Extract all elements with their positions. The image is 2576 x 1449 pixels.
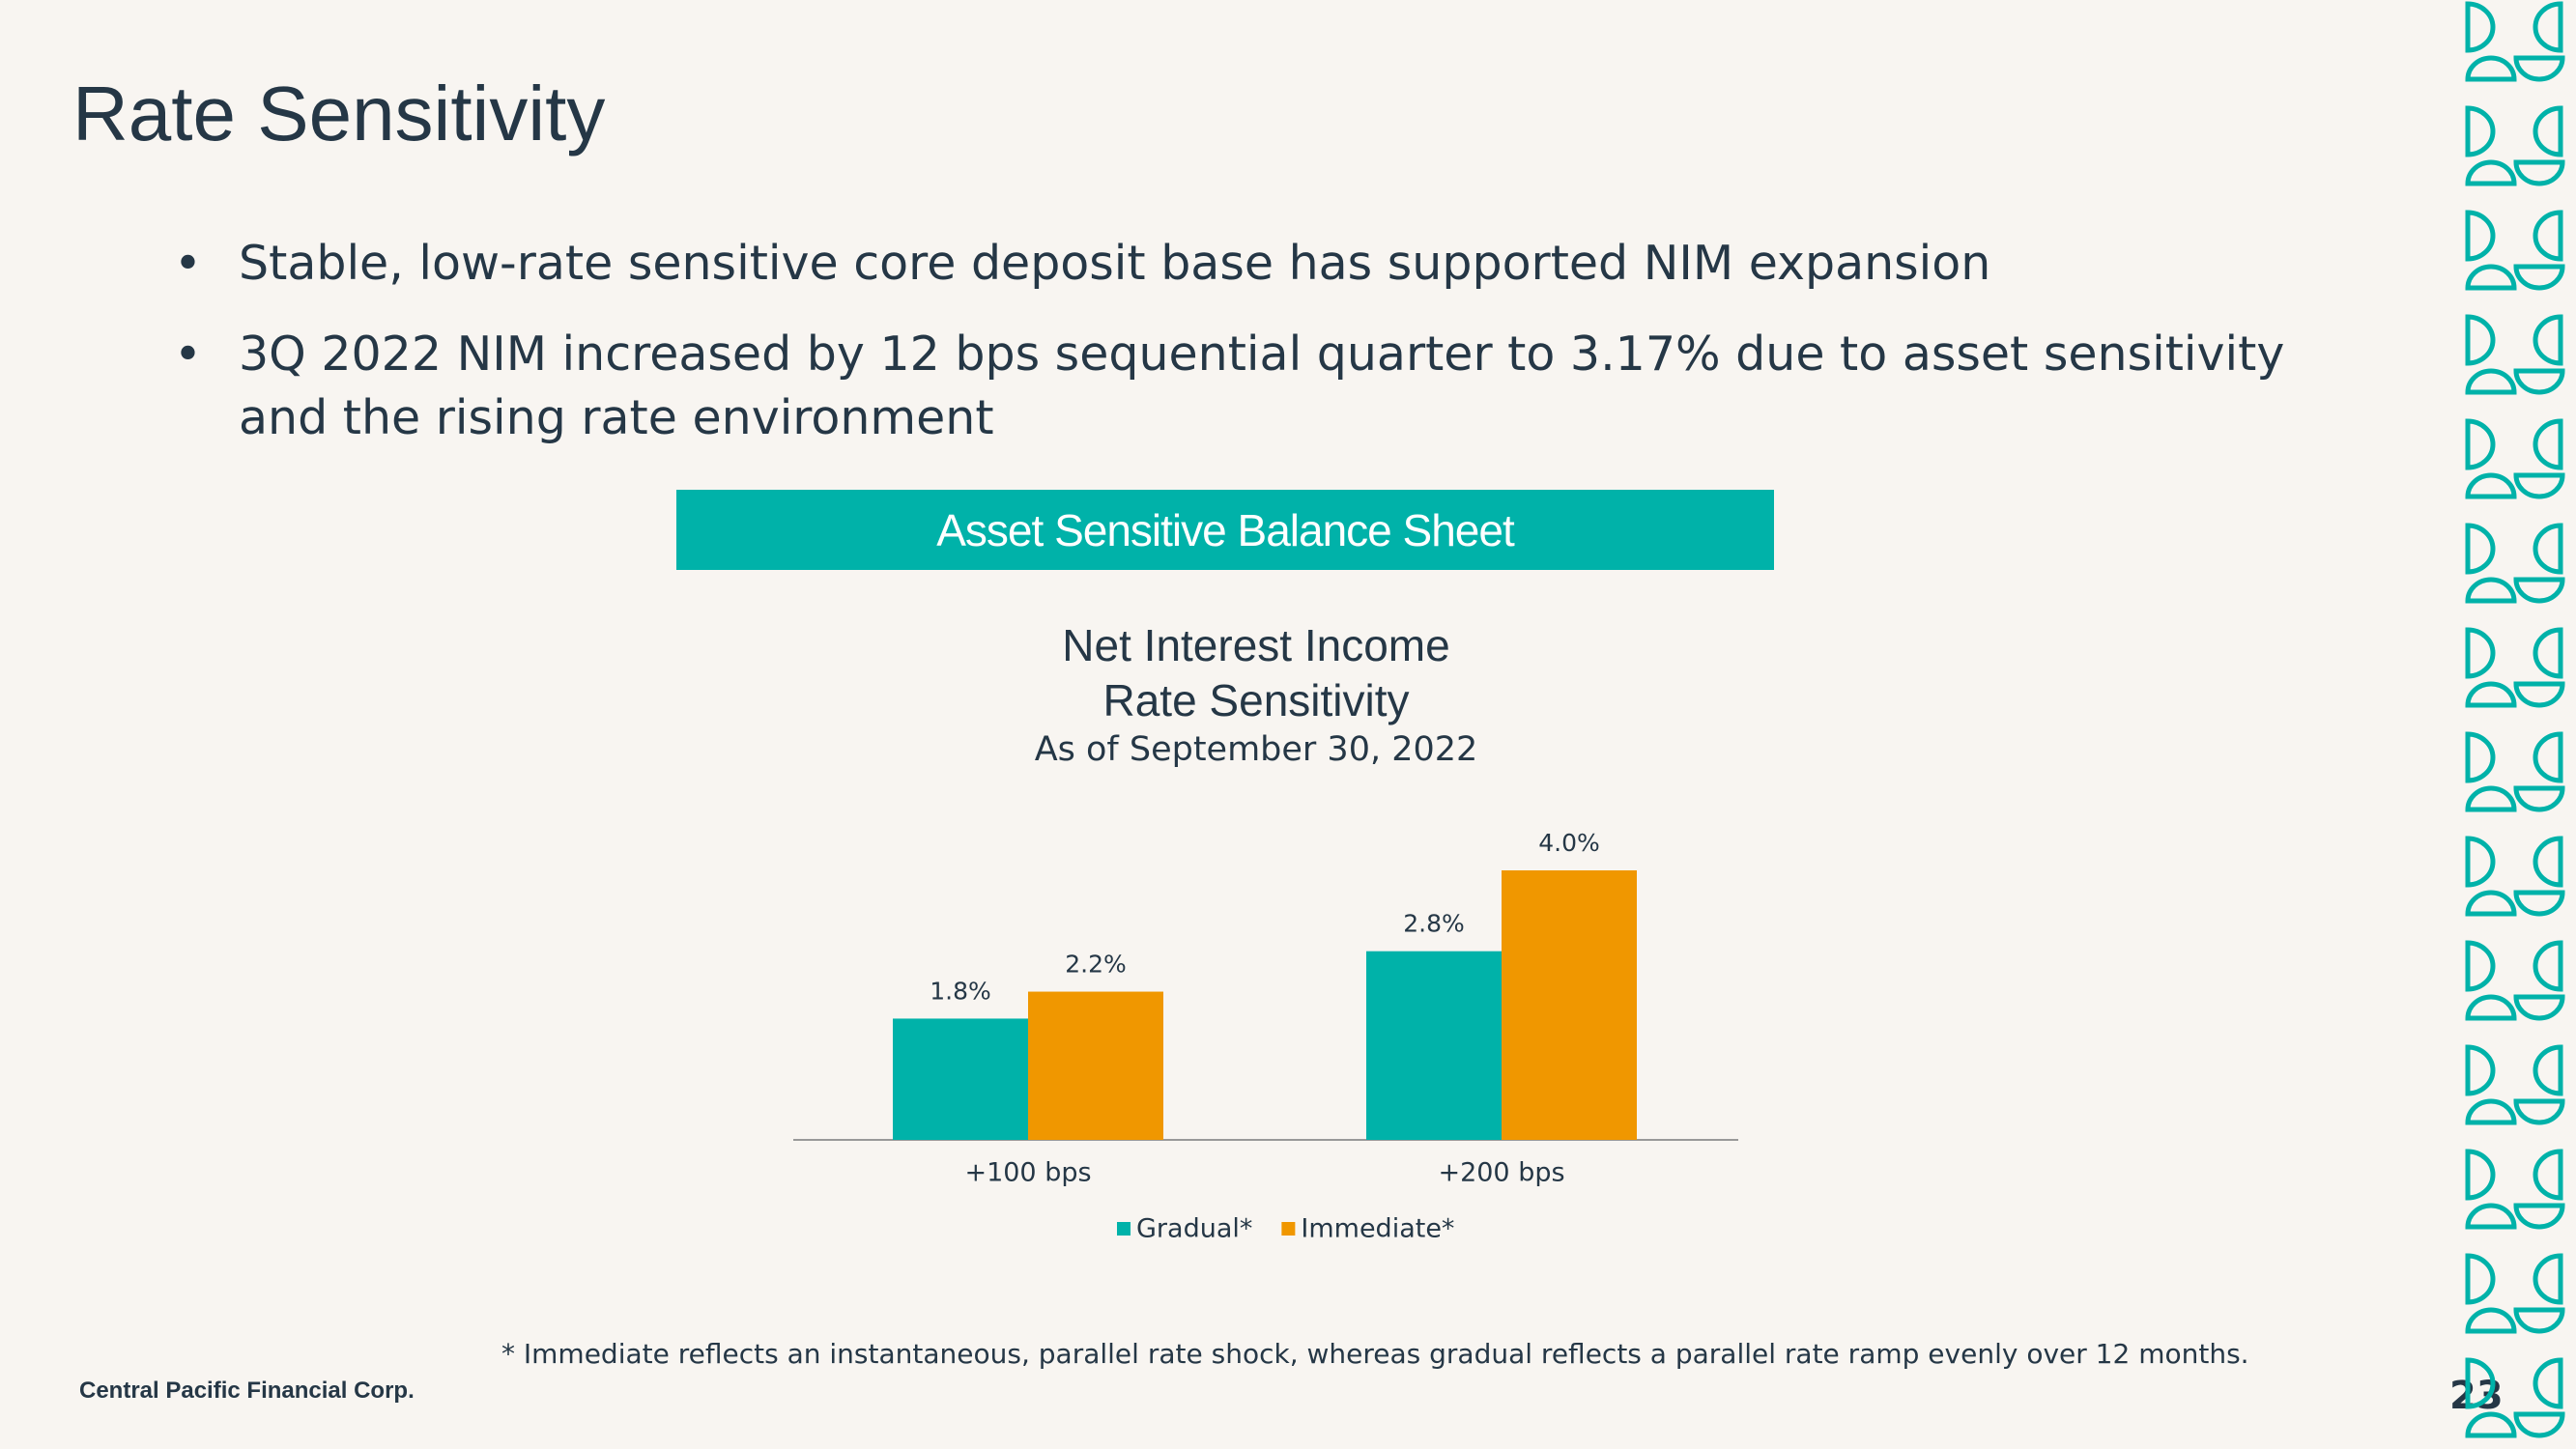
data-label: 1.8%	[930, 977, 991, 1005]
bar	[1366, 951, 1502, 1140]
chart: Net Interest Income Rate Sensitivity As …	[793, 620, 1738, 1244]
x-tick-label: +100 bps	[964, 1158, 1091, 1188]
footnote: * Immediate reflects an instantaneous, p…	[501, 1338, 2249, 1370]
x-tick-label: +200 bps	[1438, 1158, 1564, 1188]
chart-title: Net Interest Income	[1062, 620, 1449, 670]
legend-swatch	[1117, 1222, 1131, 1236]
legend-swatch	[1281, 1222, 1296, 1236]
data-label: 2.8%	[1403, 910, 1465, 938]
legend-label: Gradual*	[1136, 1214, 1252, 1244]
banner: Asset Sensitive Balance Sheet	[676, 490, 1774, 570]
slide-title: Rate Sensitivity	[72, 71, 606, 156]
company-name: Central Pacific Financial Corp.	[79, 1378, 415, 1404]
decorative-pattern	[2462, 0, 2568, 1449]
bullet: 3Q 2022 NIM increased by 12 bps sequenti…	[174, 323, 2319, 450]
data-label: 2.2%	[1065, 951, 1127, 979]
bullet: Stable, low-rate sensitive core deposit …	[174, 232, 2319, 296]
bar	[1028, 991, 1163, 1140]
chart-title: Rate Sensitivity	[1102, 675, 1409, 725]
chart-subtitle: As of September 30, 2022	[1035, 730, 1478, 769]
data-label: 4.0%	[1538, 829, 1600, 857]
legend-label: Immediate*	[1301, 1214, 1454, 1244]
bar	[1502, 870, 1637, 1140]
bar	[893, 1018, 1028, 1140]
bullet-list: Stable, low-rate sensitive core deposit …	[174, 232, 2319, 477]
